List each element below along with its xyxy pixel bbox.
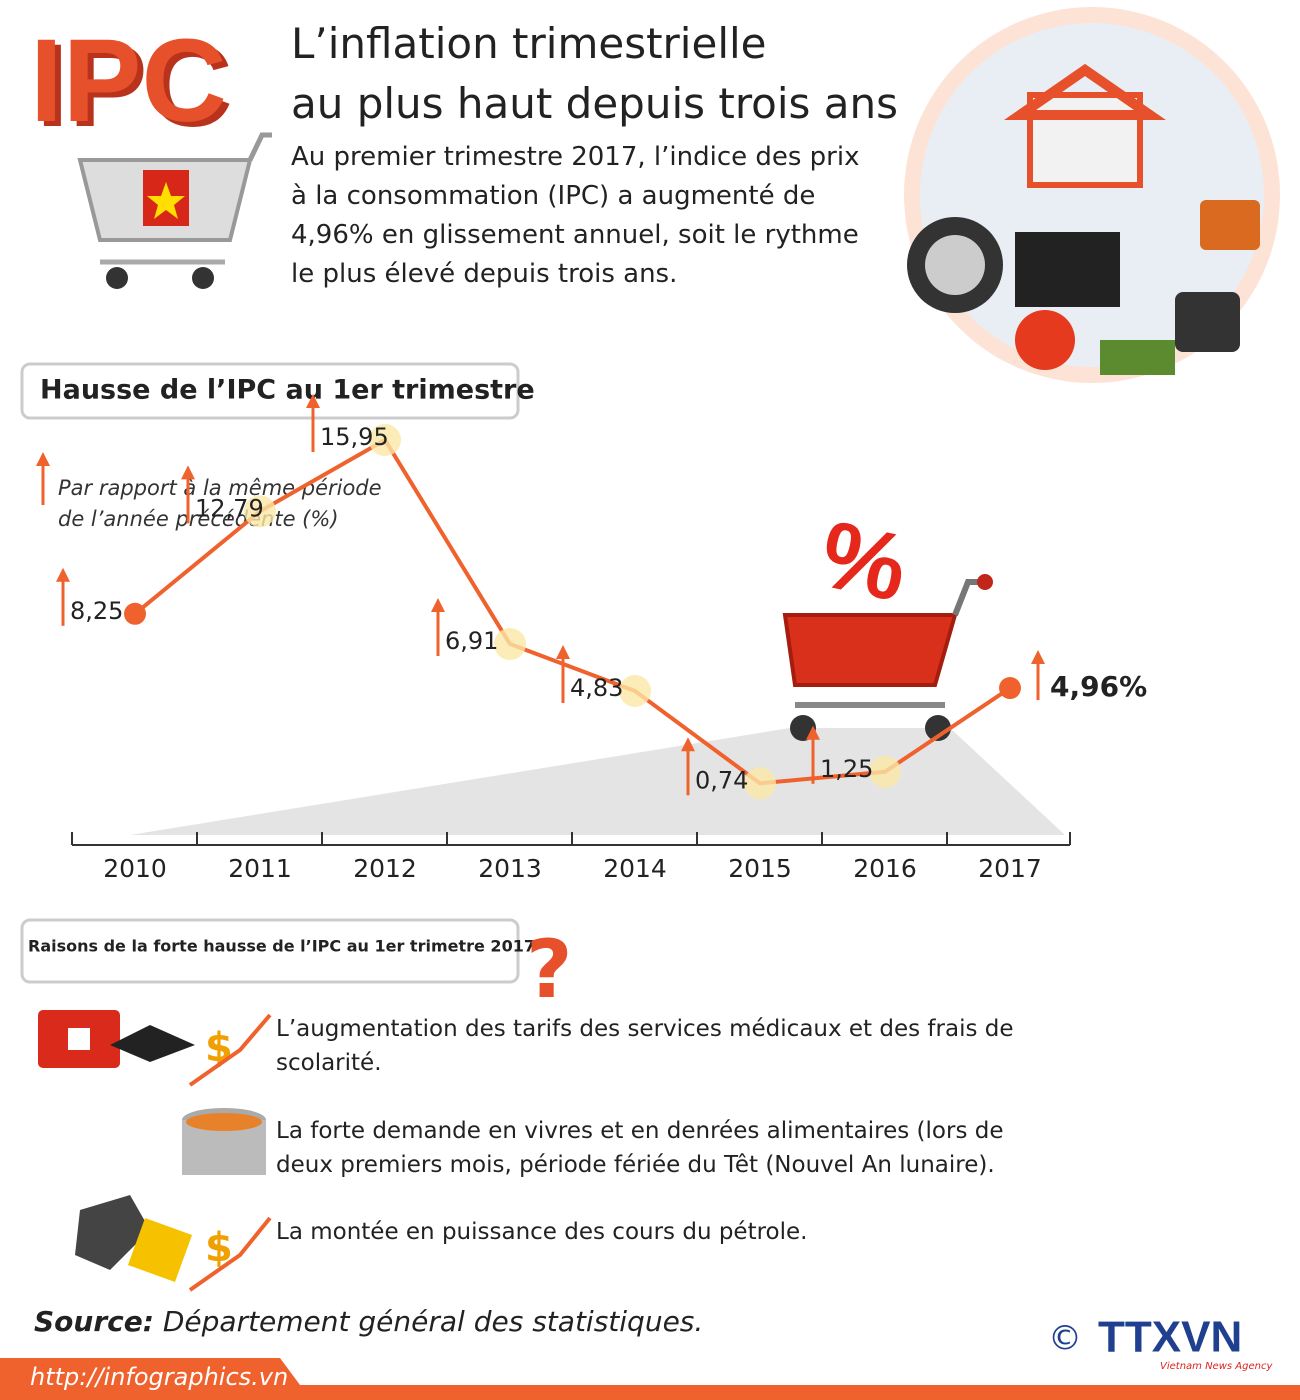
up-arrow-head [306, 394, 320, 408]
data-point [619, 674, 651, 707]
up-arrow-head [806, 725, 820, 740]
reason: La forte demande en vivres et en denrées… [276, 1118, 1004, 1178]
chart-subtitle: Par rapport à la même période [58, 476, 382, 500]
value-label: 4,96% [1050, 670, 1147, 703]
up-arrow-head [56, 567, 70, 582]
agency-logo: TTXVN [1098, 1313, 1242, 1362]
data-point [869, 755, 901, 788]
reason: L’augmentation des tarifs des services m… [276, 1016, 1014, 1076]
cart-icon [77, 132, 272, 289]
x-tick-label: 2015 [728, 854, 792, 883]
axis-dividers [71, 832, 1071, 845]
value-label: 0,74 [695, 766, 748, 794]
value-label: 1,25 [820, 755, 873, 783]
reasons-title-box [20, 918, 520, 984]
data-point [369, 424, 401, 456]
goods-illustration [904, 7, 1280, 383]
x-tick-label: 2016 [853, 854, 917, 883]
data-point [744, 767, 776, 800]
legend-arrow-head [36, 452, 50, 466]
x-tick-label: 2013 [478, 854, 542, 883]
reason-icons: $ $ [38, 1010, 272, 1292]
title: L’inflation trimestrielle au plus haut d… [291, 14, 898, 134]
x-tick-label: 2014 [603, 854, 667, 883]
footer-url: http://infographics.vn [30, 1363, 288, 1391]
data-line [133, 437, 1012, 786]
x-tick-label: 2011 [228, 854, 292, 883]
intro: Au premier trimestre 2017, l’indice des … [291, 142, 860, 289]
source: Source: Département général des statisti… [34, 1305, 703, 1338]
x-tick-label: 2012 [353, 854, 417, 883]
agency-sub: Vietnam News Agency [1160, 1361, 1273, 1372]
value-label: 8,25 [70, 597, 123, 625]
up-arrow-head [181, 465, 195, 480]
source-label: Source: [34, 1305, 154, 1338]
data-point [999, 677, 1021, 700]
copyright: © [1048, 1319, 1082, 1359]
cart-illustration: % [130, 501, 1065, 835]
up-arrow-head [431, 598, 445, 613]
up-arrow-head [1031, 650, 1045, 665]
svg-text:%: % [812, 501, 917, 622]
data-point [494, 628, 526, 661]
question-mark: ? [526, 923, 572, 1016]
chart-title-box [20, 362, 520, 420]
up-arrow-head [556, 644, 570, 659]
up-arrow-head [681, 737, 695, 752]
source-text: Département général des statistiques. [162, 1305, 704, 1338]
title-line: au plus haut depuis trois ans [291, 79, 899, 128]
title-line: L’inflation trimestrielle [291, 19, 767, 68]
data-point [124, 602, 146, 625]
value-label: 12,79 [195, 494, 264, 522]
reasons-title: Raisons de la forte hausse de l’IPC au 1… [28, 937, 535, 956]
chart-subtitle: de l’année précédente (%) [58, 507, 339, 531]
x-tick-label: 2017 [978, 854, 1042, 883]
value-label: 15,95 [320, 423, 389, 451]
value-label: 4,83 [570, 674, 623, 702]
logo-shadow: IPC [36, 20, 233, 152]
x-tick-label: 2010 [103, 854, 167, 883]
data-point [244, 495, 276, 528]
chart-title: Hausse de l’IPC au 1er trimestre [40, 375, 535, 406]
footer-bar [0, 1358, 1300, 1400]
reason: La montée en puissance des cours du pétr… [276, 1219, 808, 1245]
value-label: 6,91 [445, 627, 498, 655]
logo: IPC [30, 15, 227, 147]
